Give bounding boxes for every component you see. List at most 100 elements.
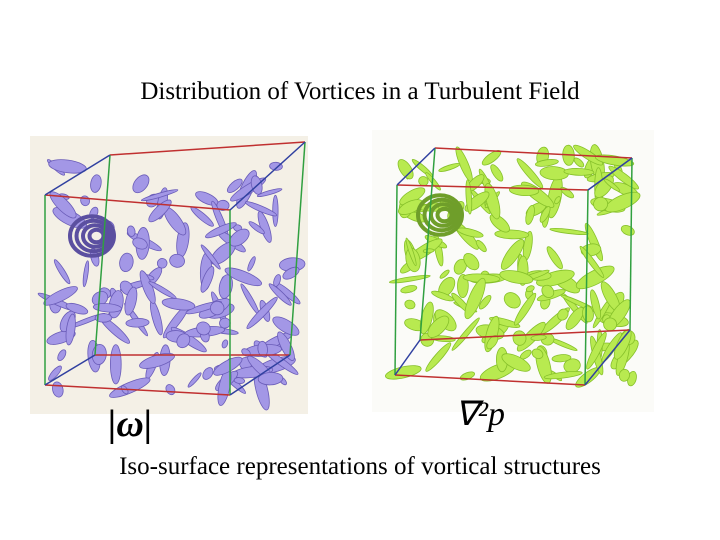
isosurface-blob	[500, 238, 525, 270]
isosurface-blob	[546, 246, 563, 270]
isosurface-blob	[503, 292, 521, 309]
isosurface-blob	[200, 244, 221, 270]
isosurface-blob	[169, 253, 185, 268]
isosurface-blob	[65, 302, 89, 315]
isosurface-blob	[536, 269, 575, 287]
isosurface-blob	[464, 277, 486, 320]
isosurface-blob	[541, 284, 555, 298]
isosurface-blob	[125, 318, 150, 328]
isosurface-blob	[405, 237, 417, 267]
isosurface-blob	[554, 196, 561, 205]
isosurface-blob	[427, 315, 450, 338]
vortex-swirl	[74, 218, 113, 254]
isosurface-blob	[400, 285, 418, 294]
isosurface-blob	[494, 229, 530, 240]
isosurface-blob	[248, 221, 265, 235]
isosurface-blob	[557, 308, 569, 321]
isosurface-blob	[202, 367, 214, 380]
isosurface-blob	[531, 348, 544, 360]
isosurface-blob	[388, 274, 431, 284]
isosurface-blob	[590, 289, 601, 320]
isosurface-blob	[539, 206, 551, 223]
isosurface-blob	[513, 292, 537, 326]
isosurface-blob	[43, 286, 78, 306]
pressure-laplacian-label: ∇²p	[455, 396, 505, 433]
isosurface-blob	[457, 274, 469, 298]
isosurface-blob	[94, 313, 113, 323]
isosurface-blob	[109, 377, 151, 398]
isosurface-blob	[205, 222, 237, 239]
isosurface-blob	[501, 353, 531, 372]
isosurface-blob	[148, 281, 177, 299]
isosurface-blob	[451, 317, 480, 351]
isosurface-blob	[132, 237, 148, 250]
isosurface-blob	[575, 265, 615, 290]
isosurface-blob	[209, 301, 225, 316]
isosurface-blob	[525, 285, 535, 293]
vortex-swirl	[422, 197, 461, 233]
slide-title: Distribution of Vortices in a Turbulent …	[140, 78, 580, 105]
isosurface-blob	[593, 196, 609, 212]
isosurface-blob	[196, 321, 211, 336]
isosurface-blob	[478, 294, 492, 310]
isosurface-blob	[463, 253, 480, 271]
isosurface-blob	[282, 266, 300, 280]
vortex-swirl	[81, 223, 109, 249]
pressure-laplacian-isosurface-image	[372, 130, 654, 412]
isosurface-blob	[90, 174, 102, 193]
isosurface-blob	[525, 204, 535, 225]
isosurface-blob	[551, 354, 572, 363]
isosurface-blob	[272, 194, 279, 227]
vortex-swirl	[416, 193, 464, 237]
isosurface-blob	[109, 344, 122, 385]
vortex-swirl	[435, 206, 454, 224]
vortex-swirl	[68, 214, 116, 258]
isosurface-blob	[226, 178, 243, 193]
isosurface-blob	[65, 313, 76, 346]
isosurface-blob	[535, 159, 559, 167]
isosurface-blob	[579, 245, 605, 278]
isosurface-blob	[268, 283, 292, 306]
isosurface-blob	[439, 269, 450, 279]
isosurface-blob	[224, 267, 262, 287]
isosurface-blob	[404, 299, 416, 310]
isosurface-blob	[431, 290, 455, 302]
isosurface-blob	[257, 340, 268, 358]
vortex-swirl	[429, 202, 457, 228]
isosurface-blob	[244, 201, 278, 217]
isosurface-blob	[233, 377, 246, 384]
isosurface-blob	[586, 331, 607, 370]
isosurface-blob	[256, 188, 283, 198]
isosurface-blob	[489, 213, 510, 233]
isosurface-blob	[247, 256, 256, 272]
isosurface-blob	[176, 333, 191, 349]
isosurface-blob	[465, 179, 473, 215]
isosurface-blob	[57, 349, 67, 362]
isosurface-blob	[543, 370, 583, 380]
isosurface-blob	[438, 163, 461, 172]
isosurface-blob	[425, 342, 452, 372]
vorticity-label: |ω|	[108, 403, 153, 445]
isosurface-blob	[573, 157, 585, 168]
isosurface-blob	[490, 164, 504, 182]
isosurface-blob	[516, 158, 544, 189]
isosurface-blob	[221, 339, 229, 349]
isosurface-blob	[140, 189, 179, 202]
isosurface-blob	[257, 372, 284, 386]
isosurface-blob	[385, 365, 422, 380]
isosurface-blob	[82, 260, 90, 288]
isosurface-blob	[563, 168, 595, 176]
isosurface-blob	[422, 248, 435, 254]
isosurface-blob	[530, 334, 547, 341]
isosurface-blob	[48, 365, 62, 381]
isosurface-blob	[397, 159, 414, 180]
isosurface-blob	[618, 368, 630, 382]
isosurface-blob	[269, 161, 283, 171]
isosurface-blob	[216, 199, 230, 211]
isosurface-blob	[499, 270, 534, 285]
isosurface-blob	[132, 174, 150, 194]
isosurface-blob	[126, 225, 136, 237]
isosurface-blob	[119, 252, 134, 273]
isosurface-blob	[272, 316, 300, 336]
